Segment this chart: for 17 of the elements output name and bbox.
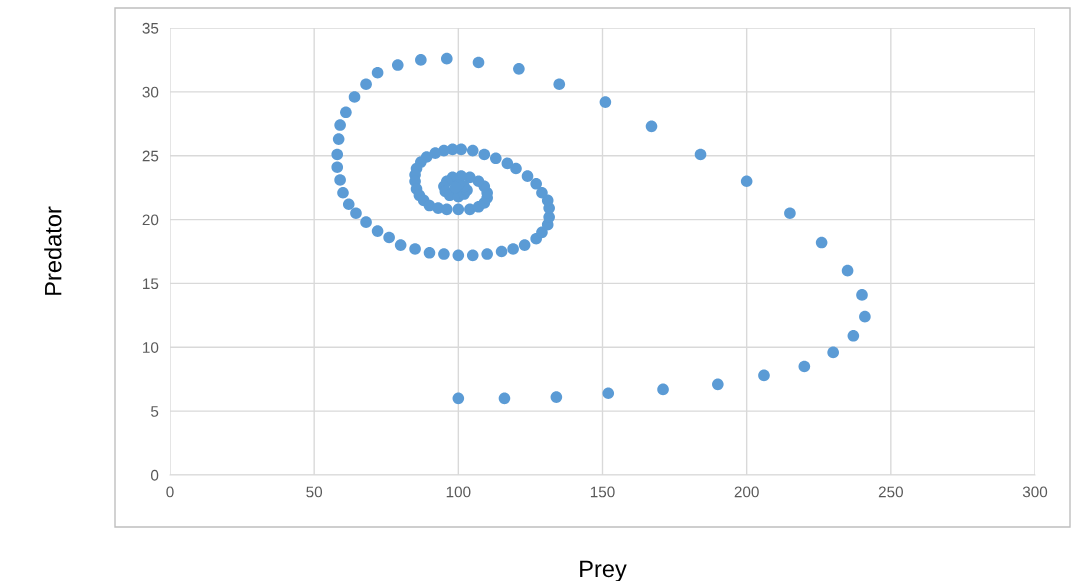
x-tick-label: 50 xyxy=(306,486,323,498)
y-tick-label: 5 xyxy=(151,406,159,417)
y-tick-label: 0 xyxy=(150,469,159,481)
x-tick-label: 150 xyxy=(590,486,615,498)
y-tick-label: 30 xyxy=(142,86,159,98)
y-tick-label: 15 xyxy=(143,278,159,290)
y-tick-label: 25 xyxy=(142,150,159,162)
x-tick-label: 0 xyxy=(166,486,174,498)
x-tick-label: 200 xyxy=(734,486,759,498)
x-tick-label: 250 xyxy=(878,486,903,498)
x-tick-label: 100 xyxy=(446,486,471,498)
x-tick-label: 300 xyxy=(1022,486,1048,498)
y-axis-title: Predator xyxy=(44,206,62,295)
y-tick-label: 35 xyxy=(142,22,159,34)
y-tick-label: 10 xyxy=(143,342,159,353)
y-tick-label: 20 xyxy=(142,214,159,226)
x-axis-title: Prey xyxy=(580,560,627,581)
